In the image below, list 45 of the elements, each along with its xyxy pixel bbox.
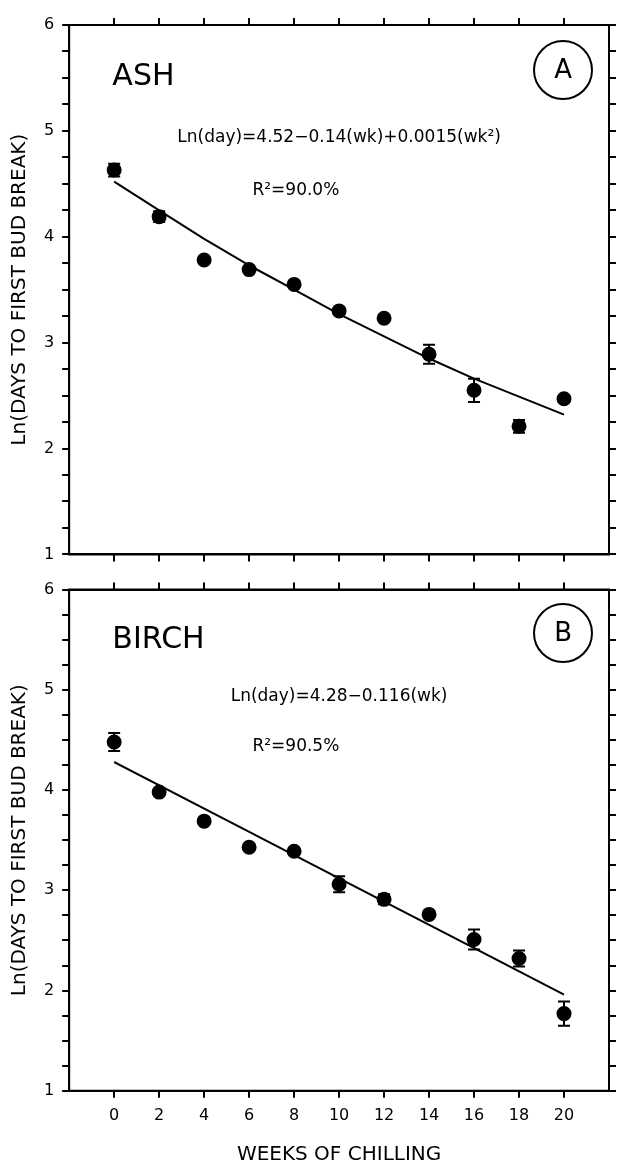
y-tick-label: 4: [43, 225, 55, 245]
annotation: Ln(day)=4.52−0.14(wk)+0.0015(wk²): [177, 125, 501, 146]
y-tick-label: 5: [43, 120, 55, 140]
x-tick-label: 16: [463, 1104, 485, 1124]
point: [286, 276, 302, 292]
x-axis-title: WEEKS OF CHILLING: [236, 1141, 442, 1166]
y-tick-label: 2: [43, 979, 55, 999]
x-tick-label: 12: [373, 1104, 395, 1124]
x-tick-label: 2: [154, 1104, 165, 1124]
point: [196, 252, 212, 268]
point: [241, 839, 257, 855]
annotation: R²=90.0%: [252, 178, 340, 199]
y-tick-label: 1: [43, 543, 55, 563]
y-tick-label: 1: [43, 1079, 55, 1099]
x-tick-label: 20: [553, 1104, 575, 1124]
annotation: A: [554, 54, 573, 85]
annotation: B: [554, 617, 573, 648]
point: [556, 391, 572, 407]
y-tick-label: 2: [43, 437, 55, 457]
x-tick-label: 18: [508, 1104, 530, 1124]
annotation: ASH: [112, 56, 175, 92]
y-tick-label: 3: [43, 879, 55, 899]
x-tick-label: 14: [418, 1104, 440, 1124]
point: [331, 303, 347, 319]
annotation: Ln(day)=4.28−0.116(wk): [230, 684, 448, 705]
point: [286, 843, 302, 859]
annotation: R²=90.5%: [252, 734, 340, 755]
y-tick-label: 6: [43, 578, 55, 598]
x-tick-label: 10: [328, 1104, 350, 1124]
point: [376, 310, 392, 326]
x-tick-label: 0: [109, 1104, 120, 1124]
y-tick-label: 5: [43, 679, 55, 698]
point: [196, 813, 212, 829]
point: [241, 262, 257, 278]
annotation: BIRCH: [112, 619, 205, 655]
x-tick-label: 8: [289, 1104, 300, 1124]
y-axis-title: Ln(DAYS TO FIRST BUD BREAK): [6, 133, 31, 446]
y-tick-label: 4: [43, 779, 55, 799]
x-tick-label: 6: [244, 1104, 255, 1124]
y-axis-title: Ln(DAYS TO FIRST BUD BREAK): [6, 684, 31, 997]
y-tick-label: 6: [43, 14, 55, 34]
point: [421, 906, 437, 922]
y-tick-label: 3: [43, 331, 55, 351]
x-tick-label: 4: [199, 1104, 210, 1124]
point: [151, 784, 167, 800]
